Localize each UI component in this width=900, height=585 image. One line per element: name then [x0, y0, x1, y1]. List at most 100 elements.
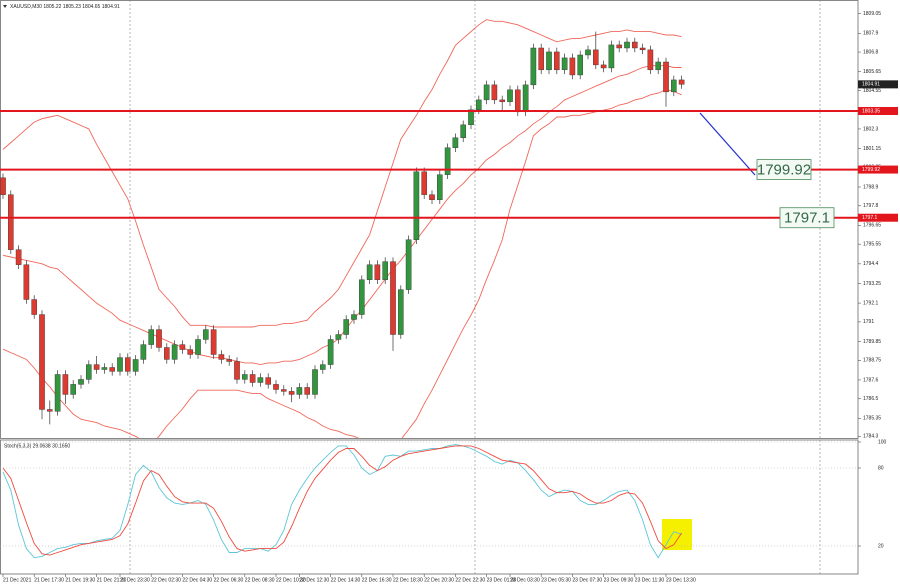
candle-body — [140, 344, 147, 360]
y-tick-label: 1785.35 — [863, 416, 881, 422]
candle-body — [507, 89, 513, 102]
indicator-line — [2, 444, 682, 559]
x-tick-label: 23 Dec 09:30 — [604, 577, 634, 583]
y-tick-label: 1787.6 — [863, 377, 879, 383]
candle-body — [405, 239, 412, 290]
last-price-label: 1804.91 — [862, 82, 880, 88]
candle-body — [608, 44, 615, 69]
y-tick-label: 1797.8 — [863, 203, 879, 209]
candle-body — [429, 194, 435, 200]
y-tick-label: 1809.05 — [863, 11, 881, 17]
y-tick-label: 1802.3 — [863, 126, 879, 132]
x-tick-label: 21 Dec 19:30 — [65, 577, 95, 583]
candle-body — [359, 279, 365, 315]
candle-body — [647, 49, 654, 71]
candle-body — [241, 374, 248, 380]
candle-body — [132, 359, 139, 372]
candle-body — [538, 47, 544, 71]
candle-body — [226, 359, 233, 362]
candle-body — [374, 264, 381, 280]
y-tick-label: 1789.85 — [863, 339, 881, 345]
indicator-title: Stoch(5,3,3) 29.0638 30.1650 — [4, 443, 70, 449]
chart-title: XAUUSD,M30 1805.22 1805.23 1804.65 1804.… — [10, 4, 120, 10]
y-tick-label: 1805.65 — [863, 69, 881, 75]
level-axis-label: 1797.1 — [862, 215, 878, 221]
y-tick-label: 1784.3 — [863, 434, 879, 440]
candle-body — [663, 61, 669, 93]
x-tick-label: 21 Dec 21:30 — [97, 577, 127, 583]
y-tick-label: 1788.75 — [863, 358, 881, 364]
x-tick-label: 23 Dec 05:30 — [541, 577, 571, 583]
level-callout-box — [756, 159, 812, 180]
x-tick-label: 21 Dec 2021 — [3, 577, 32, 583]
indicator-plot — [0, 441, 858, 559]
indicator-line — [2, 89, 682, 438]
candle-body — [179, 344, 186, 350]
candle-body — [561, 57, 568, 71]
candle-body — [320, 364, 326, 370]
candle-body — [382, 261, 389, 280]
candle-body — [265, 377, 272, 385]
candle-body — [343, 319, 350, 335]
candle-body — [202, 329, 209, 340]
candle-body — [671, 79, 677, 93]
candle-body — [491, 84, 498, 101]
candle-body — [257, 377, 264, 383]
candle-body — [296, 387, 303, 395]
level-axis-box — [858, 165, 898, 174]
y-tick-label: 1796.65 — [863, 223, 881, 229]
candle-body — [483, 84, 490, 101]
x-tick-label: 23 Dec 03:30 — [510, 577, 540, 583]
candle-body — [468, 109, 474, 126]
candle-body — [335, 334, 342, 340]
candle-body — [47, 409, 53, 412]
indicator-line — [2, 19, 682, 328]
indicator-panel — [0, 439, 859, 575]
candle-body — [616, 44, 622, 49]
candle-body — [93, 364, 100, 370]
candle-body — [351, 314, 357, 320]
x-tick-label: 23 Dec 07:30 — [572, 577, 602, 583]
candle-body — [366, 264, 373, 280]
x-tick-label: 22 Dec 16:30 — [362, 577, 392, 583]
x-tick-label: 22 Dec 20:30 — [424, 577, 454, 583]
main-plot — [0, 19, 858, 438]
candle-body — [23, 264, 30, 300]
candle-body — [39, 314, 45, 410]
x-tick-label: 22 Dec 22:30 — [455, 577, 485, 583]
y-tick-label: 1795.55 — [863, 242, 881, 248]
candle-body — [452, 137, 459, 148]
level-callout-label: 1797.1 — [784, 210, 830, 227]
candle-body — [187, 349, 194, 355]
level-axis-box — [858, 106, 898, 115]
y-tick-label: 1807.9 — [863, 31, 879, 37]
y-tick-label: 1806.8 — [863, 49, 879, 55]
candle-body — [117, 357, 123, 372]
candle-body — [288, 391, 295, 395]
y-tick-label: 80 — [878, 465, 884, 471]
axes: 1784.3 1785.35 1786.5 1787.6 1788.75 1789.85 1… — [2, 11, 898, 583]
candle-body — [101, 367, 108, 370]
candle-body — [148, 329, 155, 345]
candle-body — [218, 354, 225, 360]
candle-body — [585, 49, 591, 56]
candle-body — [639, 47, 646, 51]
level-axis-label: 1799.92 — [862, 167, 880, 173]
candle-body — [530, 47, 537, 86]
y-tick-label: 1791 — [863, 319, 874, 325]
level-callout-label: 1799.92 — [757, 162, 811, 179]
candle-body — [499, 99, 506, 102]
x-tick-label: 22 Dec 08:30 — [245, 577, 275, 583]
x-tick-label: 21 Dec 17:30 — [34, 577, 64, 583]
menu-arrow — [3, 5, 7, 8]
last-price-box — [858, 80, 898, 89]
x-tick-label: 23 Dec 13:30 — [666, 577, 696, 583]
candle-body — [421, 171, 428, 195]
x-tick-label: 22 Dec 04:30 — [182, 577, 212, 583]
candle-body — [31, 299, 38, 315]
candle-body — [85, 364, 92, 380]
candle-body — [70, 384, 76, 395]
candle-body — [577, 54, 583, 76]
